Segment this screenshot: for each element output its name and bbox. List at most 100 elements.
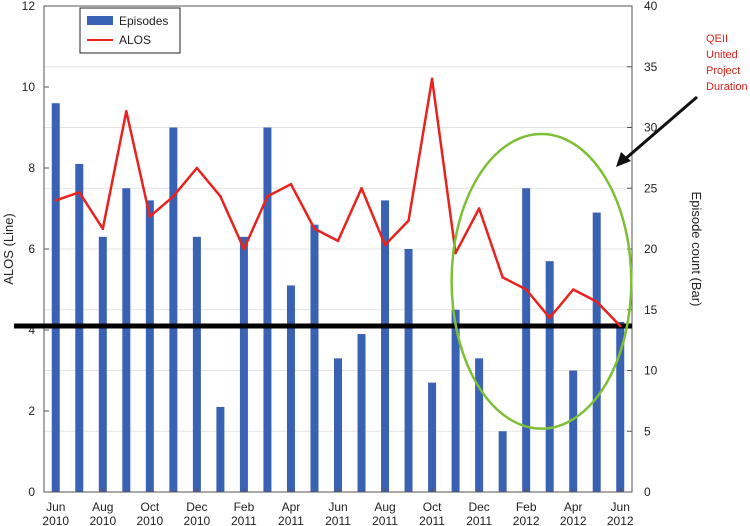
x-tick-year: 2011 bbox=[325, 514, 351, 526]
x-tick-month: Jun bbox=[328, 500, 347, 514]
right-tick-label: 35 bbox=[644, 60, 658, 74]
left-axis-title: ALOS (Line) bbox=[1, 213, 16, 285]
x-tick-year: 2010 bbox=[42, 514, 69, 526]
point-alos bbox=[595, 300, 599, 303]
x-tick-year: 2011 bbox=[372, 514, 398, 526]
x-tick-month: Dec bbox=[186, 500, 207, 514]
bar-episodes bbox=[569, 370, 578, 492]
bar-episodes bbox=[310, 224, 319, 492]
x-tick-year: 2011 bbox=[231, 514, 257, 526]
left-tick-label: 8 bbox=[28, 161, 35, 175]
point-alos bbox=[383, 243, 387, 247]
right-tick-label: 15 bbox=[644, 303, 658, 317]
x-tick-month: Apr bbox=[282, 500, 301, 514]
right-tick-label: 20 bbox=[644, 242, 658, 256]
point-alos bbox=[54, 199, 58, 202]
left-tick-label: 2 bbox=[28, 404, 35, 418]
bar-episodes bbox=[334, 358, 342, 492]
point-alos bbox=[266, 195, 269, 198]
bar-episodes bbox=[216, 406, 225, 492]
right-axis-ticks: 0 5 10 15 20 25 30 35 40 bbox=[627, 0, 658, 499]
x-tick-year: 2011 bbox=[466, 514, 492, 526]
episode-bars bbox=[51, 103, 625, 493]
legend-label-alos: ALOS bbox=[119, 33, 151, 47]
x-tick-month: Aug bbox=[92, 500, 113, 514]
point-alos bbox=[430, 77, 434, 81]
bar-episodes bbox=[498, 431, 507, 492]
legend-box bbox=[79, 7, 181, 54]
bar-episodes bbox=[263, 127, 272, 492]
left-tick-label: 4 bbox=[28, 323, 35, 337]
left-tick-label: 10 bbox=[22, 80, 36, 94]
right-tick-label: 40 bbox=[644, 0, 658, 13]
bar-episodes bbox=[169, 127, 178, 492]
point-alos bbox=[336, 239, 340, 243]
point-alos bbox=[501, 276, 504, 279]
bar-episodes bbox=[545, 261, 554, 492]
x-tick-year: 2011 bbox=[419, 514, 445, 526]
point-alos bbox=[195, 166, 199, 170]
bar-episodes bbox=[357, 334, 366, 492]
annotation-arrow-shaft bbox=[623, 95, 698, 162]
annotation: QEII United Project Duration bbox=[616, 33, 748, 167]
x-tick-year: 2011 bbox=[278, 514, 304, 526]
point-alos bbox=[524, 288, 528, 291]
bar-episodes bbox=[145, 200, 154, 492]
bar-episodes bbox=[98, 236, 107, 492]
x-tick-month: Aug bbox=[374, 500, 395, 514]
x-tick-year: 2010 bbox=[136, 514, 163, 526]
legend-label-episodes: Episodes bbox=[119, 14, 168, 28]
bar-episodes bbox=[51, 103, 60, 492]
right-tick-label: 10 bbox=[644, 364, 658, 378]
x-tick-month: Oct bbox=[423, 500, 442, 514]
bar-episodes bbox=[451, 309, 460, 492]
x-tick-year: 2010 bbox=[89, 514, 116, 526]
x-tick-month: Oct bbox=[141, 500, 160, 514]
point-alos bbox=[571, 288, 575, 291]
right-tick-label: 0 bbox=[644, 485, 651, 499]
point-alos bbox=[242, 247, 246, 251]
annotation-line: QEII bbox=[706, 33, 728, 45]
point-alos bbox=[618, 324, 622, 328]
bar-episodes bbox=[522, 188, 531, 492]
bar-episodes bbox=[192, 236, 201, 492]
point-alos bbox=[548, 316, 551, 320]
annotation-line: Duration bbox=[706, 81, 748, 93]
left-tick-label: 12 bbox=[22, 0, 36, 13]
gridlines bbox=[44, 66, 632, 432]
bar-episodes bbox=[592, 212, 601, 493]
right-tick-label: 30 bbox=[644, 121, 658, 135]
highlight-group bbox=[450, 132, 633, 430]
point-alos bbox=[219, 195, 222, 198]
point-alos bbox=[407, 219, 410, 222]
point-alos bbox=[125, 110, 128, 113]
point-alos bbox=[77, 191, 81, 194]
x-tick-month: Jun bbox=[611, 500, 630, 514]
legend-swatch-episodes bbox=[87, 16, 113, 25]
bar-episodes bbox=[404, 249, 413, 492]
line-alos bbox=[55, 77, 622, 327]
x-axis-ticks: Jun2010Aug2010Oct2010Dec2010Feb2011Apr20… bbox=[42, 488, 634, 526]
bar-episodes bbox=[286, 285, 295, 492]
bar-episodes bbox=[122, 188, 131, 492]
right-tick-label: 25 bbox=[644, 181, 658, 195]
alos-line-group bbox=[54, 77, 622, 328]
left-tick-label: 6 bbox=[28, 242, 35, 256]
point-alos bbox=[289, 182, 293, 186]
point-alos bbox=[148, 215, 152, 218]
annotation-line: United bbox=[706, 49, 738, 61]
x-tick-month: Jun bbox=[46, 500, 65, 514]
point-alos bbox=[454, 251, 457, 255]
x-tick-month: Apr bbox=[564, 500, 583, 514]
x-tick-year: 2012 bbox=[560, 514, 587, 526]
x-tick-month: Dec bbox=[468, 500, 489, 514]
annotation-line: Project bbox=[706, 65, 740, 77]
point-alos bbox=[101, 227, 105, 231]
point-alos bbox=[313, 227, 316, 231]
x-tick-year: 2012 bbox=[513, 514, 540, 526]
left-axis-ticks: 0 2 4 6 8 10 12 bbox=[22, 0, 49, 499]
legend: Episodes ALOS bbox=[79, 7, 181, 54]
x-tick-month: Feb bbox=[234, 500, 255, 514]
right-axis-title: Episode count (Bar) bbox=[689, 192, 704, 307]
